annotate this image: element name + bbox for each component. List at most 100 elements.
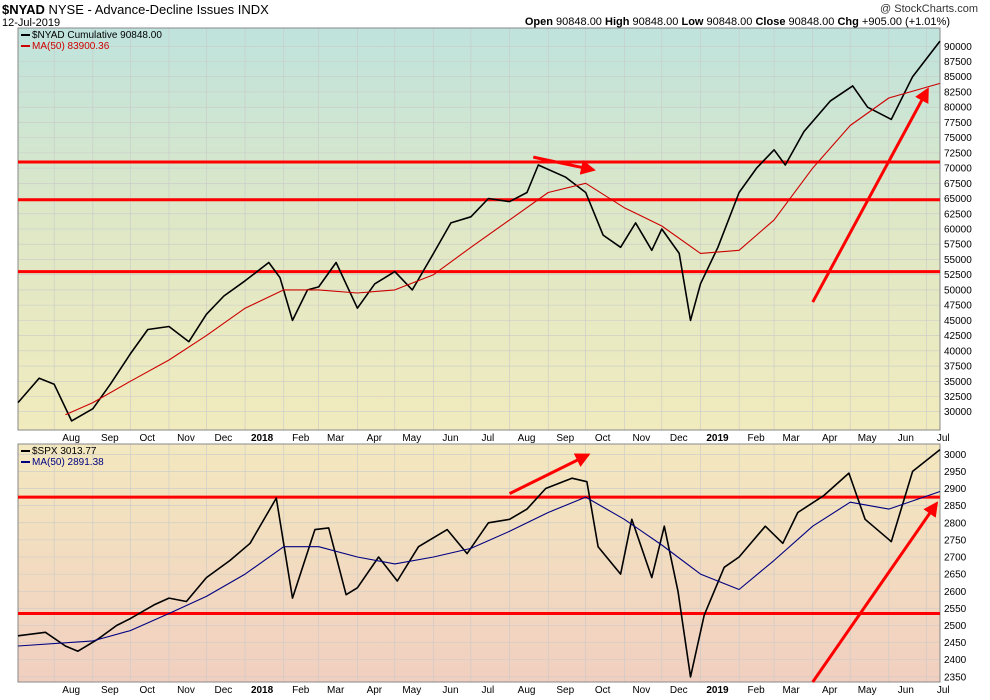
top-y-tick-label: 85000 (944, 72, 972, 83)
top-annotation-arrow (811, 87, 929, 303)
bottom-y-tick-label: 2900 (944, 484, 967, 495)
top-y-tick-label: 50000 (944, 285, 972, 296)
top-month-label: Jun (898, 433, 914, 444)
bottom-y-tick-label: 2950 (944, 467, 967, 478)
top-y-tick-label: 32500 (944, 392, 972, 403)
top-month-label: Jul (481, 433, 494, 444)
top-month-label: Apr (367, 433, 383, 444)
brand-label: @ StockCharts.com (880, 3, 978, 15)
top-month-label: Mar (327, 433, 345, 444)
bottom-month-label: 2019 (706, 685, 729, 696)
top-y-tick-label: 35000 (944, 377, 972, 388)
high-value: 90848.00 (632, 16, 679, 28)
top-y-tick-label: 60000 (944, 225, 972, 236)
top-month-label: 2019 (706, 433, 729, 444)
top-month-label: Sep (101, 433, 119, 444)
low-value: 90848.00 (706, 16, 753, 28)
bottom-y-tick-label: 3000 (944, 450, 967, 461)
open-value: 90848.00 (556, 16, 602, 28)
top-y-tick-label: 80000 (944, 103, 972, 114)
top-y-tick-label: 90000 (944, 42, 972, 53)
bottom-month-label: Mar (327, 685, 345, 696)
bottom-y-tick-label: 2800 (944, 518, 967, 529)
bottom-plot-background (18, 444, 940, 682)
bottom-y-tick-label: 2450 (944, 638, 967, 649)
top-month-label: Oct (140, 433, 156, 444)
bottom-series-price (17, 448, 941, 678)
bottom-month-label: Mar (782, 685, 800, 696)
top-y-tick-label: 47500 (944, 301, 972, 312)
chart-title: $NYAD NYSE - Advance-Decline Issues INDX (2, 2, 269, 17)
chg-label: Chg (837, 16, 859, 28)
top-y-tick-label: 55000 (944, 255, 972, 266)
top-month-label: Nov (632, 433, 650, 444)
bottom-month-label: Aug (518, 685, 536, 696)
bottom-y-tick-label: 2700 (944, 553, 967, 564)
close-value: 90848.00 (788, 16, 835, 28)
bottom-legend-text: $SPX 3013.77 (32, 446, 97, 457)
top-month-label: Apr (822, 433, 838, 444)
bottom-month-label: Oct (140, 685, 156, 696)
top-month-label: Jun (442, 433, 458, 444)
top-month-label: Jul (937, 433, 950, 444)
bottom-month-label: Dec (214, 685, 232, 696)
top-y-tick-label: 57500 (944, 240, 972, 251)
bottom-annotation-arrow (811, 501, 939, 683)
top-month-label: May (402, 433, 421, 444)
bottom-y-tick-label: 2400 (944, 655, 967, 666)
top-series-price (17, 40, 941, 422)
bottom-month-label: Feb (748, 685, 766, 696)
top-annotation-arrow (532, 155, 596, 175)
bottom-month-label: May (402, 685, 421, 696)
top-y-tick-label: 30000 (944, 407, 972, 418)
bottom-month-label: Dec (670, 685, 688, 696)
bottom-month-label: Nov (632, 685, 650, 696)
top-month-label: Aug (518, 433, 536, 444)
top-y-tick-label: 62500 (944, 209, 972, 220)
title-text: NYSE - Advance-Decline Issues INDX (44, 2, 269, 17)
top-month-label: Dec (214, 433, 232, 444)
bottom-month-label: Jun (898, 685, 914, 696)
top-legend-text: $NYAD Cumulative 90848.00 (32, 30, 162, 41)
top-y-tick-label: 77500 (944, 118, 972, 129)
top-panel: Aug Sep Oct Nov Dec 2018 Feb Mar Apr May Jun Jul Aug… (17, 27, 972, 444)
close-label: Close (755, 16, 786, 28)
top-y-tick-label: 45000 (944, 316, 972, 327)
bottom-panel: Aug Sep Oct Nov Dec 2018 Feb Mar Apr May Jun Jul Aug… (17, 443, 967, 696)
top-y-tick-label: 70000 (944, 164, 972, 175)
top-y-tick-label: 72500 (944, 148, 972, 159)
top-frame (17, 27, 941, 431)
top-y-tick-label: 37500 (944, 362, 972, 373)
top-month-label: Aug (62, 433, 80, 444)
bottom-month-label: Apr (822, 685, 838, 696)
bottom-month-label: Sep (101, 685, 119, 696)
bottom-month-label: Sep (556, 685, 574, 696)
top-month-label: Dec (670, 433, 688, 444)
bottom-month-label: Nov (177, 685, 195, 696)
top-y-tick-label: 65000 (944, 194, 972, 205)
bottom-month-label: Apr (367, 685, 383, 696)
bottom-series-ma (17, 490, 941, 647)
top-month-label: Mar (782, 433, 800, 444)
bottom-month-label: Oct (595, 685, 611, 696)
bottom-y-tick-label: 2350 (944, 672, 967, 683)
top-series-ma (65, 82, 941, 416)
top-y-tick-label: 82500 (944, 87, 972, 98)
chg-value: +905.00 (+1.01%) (861, 16, 950, 28)
quote-bar: Open 90848.00 High 90848.00 Low 90848.00… (525, 16, 950, 28)
open-label: Open (524, 16, 553, 28)
bottom-y-tick-label: 2500 (944, 621, 967, 632)
top-y-tick-label: 87500 (944, 57, 972, 68)
top-y-tick-label: 67500 (944, 179, 972, 190)
top-y-tick-label: 42500 (944, 331, 972, 342)
top-y-tick-label: 75000 (944, 133, 972, 144)
bottom-month-label: Jul (481, 685, 494, 696)
bottom-y-tick-label: 2600 (944, 587, 967, 598)
top-month-label: Oct (595, 433, 611, 444)
bottom-month-label: Aug (62, 685, 80, 696)
bottom-frame (17, 443, 941, 683)
chart-date: 12-Jul-2019 (2, 17, 61, 29)
high-label: High (605, 16, 630, 28)
